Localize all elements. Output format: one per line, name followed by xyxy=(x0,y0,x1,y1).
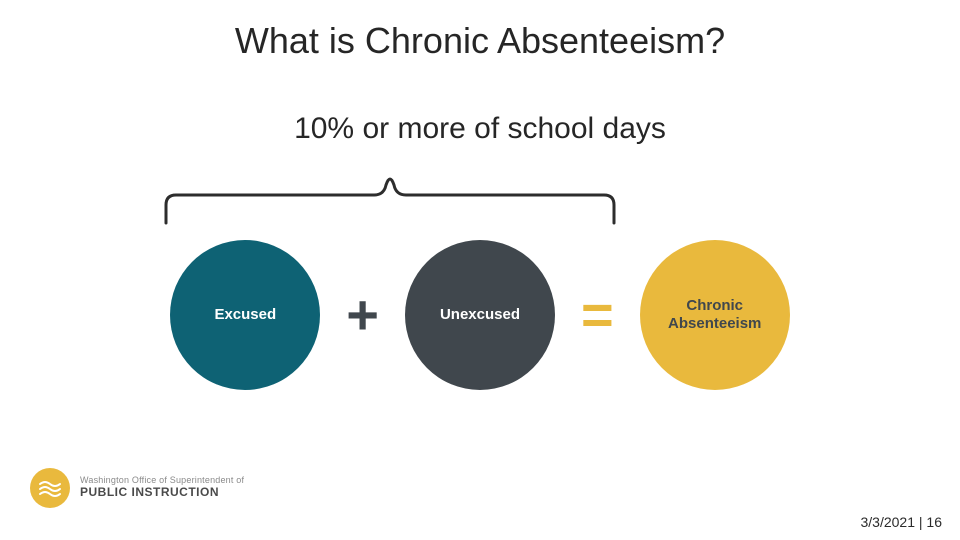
circle-unexcused-label: Unexcused xyxy=(440,306,520,324)
footer-page: 16 xyxy=(926,514,942,530)
footer: 3/3/2021 | 16 xyxy=(861,514,943,530)
circle-chronic: ChronicAbsenteeism xyxy=(640,240,790,390)
circle-unexcused: Unexcused xyxy=(405,240,555,390)
circle-excused: Excused xyxy=(170,240,320,390)
footer-sep: | xyxy=(915,514,926,530)
circle-excused-label: Excused xyxy=(214,306,276,324)
wave-icon xyxy=(37,475,63,501)
equation-row: Excused + Unexcused = ChronicAbsenteeism xyxy=(0,240,960,390)
equals-icon: = xyxy=(581,287,614,343)
logo-badge xyxy=(30,468,70,508)
subtitle: 10% or more of school days xyxy=(0,112,960,146)
footer-date: 3/3/2021 xyxy=(861,514,916,530)
grouping-bracket xyxy=(160,175,620,225)
logo-line2: PUBLIC INSTRUCTION xyxy=(80,486,244,499)
circle-chronic-label: ChronicAbsenteeism xyxy=(668,297,761,333)
slide-title: What is Chronic Absenteeism? xyxy=(0,20,960,62)
logo-text: Washington Office of Superintendent of P… xyxy=(80,476,244,499)
ospi-logo: Washington Office of Superintendent of P… xyxy=(30,468,244,508)
plus-icon: + xyxy=(346,287,379,343)
